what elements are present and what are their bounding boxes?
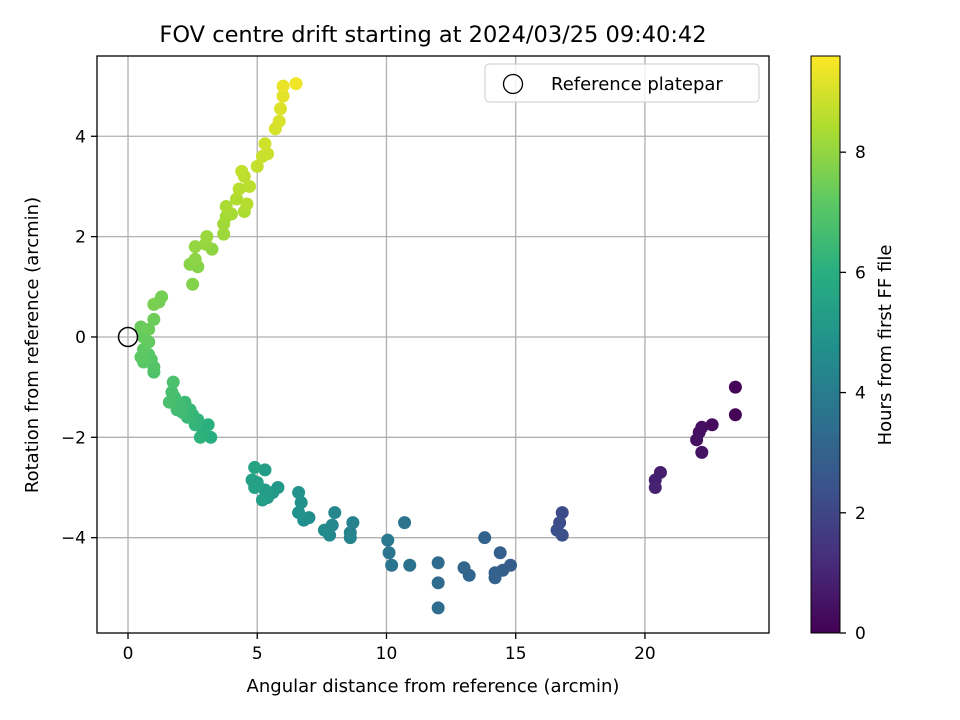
data-point: [186, 277, 200, 291]
data-point: [555, 528, 569, 542]
data-point: [166, 375, 180, 389]
data-point: [188, 252, 202, 266]
data-point: [728, 408, 742, 422]
data-point: [274, 102, 288, 116]
data-point: [193, 430, 207, 444]
x-tick-label: 15: [505, 644, 527, 664]
data-point: [289, 77, 303, 91]
y-tick-label: −2: [61, 428, 86, 448]
legend-box: [484, 63, 760, 103]
data-point: [248, 460, 262, 474]
x-axis-label: Angular distance from reference (arcmin): [247, 676, 620, 697]
y-axis-label: Rotation from reference (arcmin): [22, 197, 43, 493]
data-point: [488, 571, 502, 585]
data-point: [255, 493, 269, 507]
data-point: [217, 227, 231, 241]
data-point: [398, 516, 412, 530]
data-point: [690, 433, 704, 447]
data-point: [292, 506, 306, 520]
data-point: [403, 558, 417, 572]
data-point: [695, 445, 709, 459]
legend-entry-reference: Reference platepar: [551, 74, 723, 95]
data-point: [431, 576, 445, 590]
x-tick-label: 0: [123, 644, 134, 664]
data-point: [292, 486, 306, 500]
data-point: [258, 137, 272, 151]
data-point: [728, 380, 742, 394]
y-tick-label: 2: [75, 228, 86, 248]
data-point: [343, 531, 357, 545]
colorbar-tick-label: 6: [855, 263, 866, 283]
data-point: [555, 506, 569, 520]
data-point: [493, 546, 507, 560]
data-point: [188, 240, 202, 254]
data-point: [328, 506, 342, 520]
colorbar: [810, 55, 841, 634]
colorbar-tick-label: 0: [855, 624, 866, 644]
data-point: [219, 200, 233, 214]
data-point: [261, 147, 275, 161]
colorbar-label: Hours from first FF file: [875, 245, 896, 446]
data-point: [147, 297, 161, 311]
data-point: [648, 480, 662, 494]
chart-title: FOV centre drift starting at 2024/03/25 …: [159, 22, 706, 48]
colorbar-tick-label: 4: [855, 384, 866, 404]
data-point: [200, 230, 214, 244]
y-axis-ticks: −4 −2 0 2 4: [61, 127, 97, 549]
reference-platepar-point: [117, 326, 139, 348]
data-point: [245, 473, 259, 487]
x-tick-label: 10: [376, 644, 398, 664]
y-tick-label: 0: [75, 328, 86, 348]
colorbar-tick-label: 8: [855, 143, 866, 163]
data-point: [431, 556, 445, 570]
data-point: [382, 546, 396, 560]
axes-frame: [96, 55, 770, 634]
data-point: [272, 114, 286, 128]
x-tick-label: 20: [634, 644, 656, 664]
data-point: [230, 192, 244, 206]
data-point: [317, 523, 331, 537]
data-point: [431, 601, 445, 615]
data-point: [242, 179, 256, 193]
data-point: [385, 558, 399, 572]
grid-lines: [97, 56, 769, 633]
data-point: [276, 89, 290, 103]
data-point: [346, 516, 360, 530]
x-tick-label: 5: [252, 644, 263, 664]
data-point: [478, 531, 492, 545]
data-point: [165, 385, 179, 399]
data-point: [294, 496, 308, 510]
data-point: [250, 159, 264, 173]
data-point: [147, 312, 161, 326]
data-point: [258, 463, 272, 477]
colorbar-ticks: 0 2 4 6 8: [840, 143, 866, 644]
data-point: [457, 561, 471, 575]
reference-marker: [117, 326, 139, 348]
legend: Reference platepar: [484, 63, 760, 103]
y-tick-label: 4: [75, 127, 86, 147]
scatter-points: [134, 77, 742, 615]
data-point: [232, 182, 246, 196]
data-point: [381, 533, 395, 547]
data-point: [142, 322, 156, 336]
data-point: [235, 164, 249, 178]
data-point: [705, 418, 719, 432]
data-point: [162, 395, 176, 409]
x-axis-ticks: 0 5 10 15 20: [123, 633, 656, 664]
y-tick-label: −4: [61, 529, 86, 549]
data-point: [240, 197, 254, 211]
colorbar-tick-label: 2: [855, 504, 866, 524]
data-point: [276, 79, 290, 93]
legend-marker-reference: [502, 73, 524, 95]
